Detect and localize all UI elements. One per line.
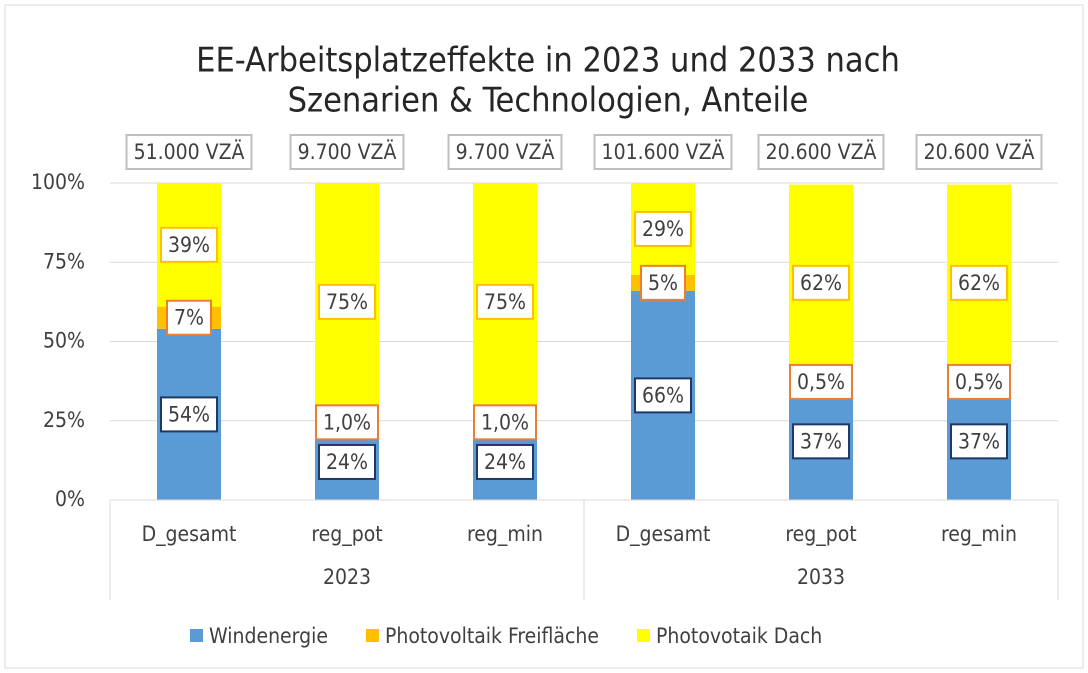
data-label: 24% (484, 450, 526, 474)
data-label-box (792, 264, 850, 301)
x-tick-label: D_gesamt (142, 522, 237, 547)
data-label-box (166, 299, 212, 336)
data-label-box (634, 210, 692, 247)
total-label-box (125, 134, 253, 170)
legend-swatch (636, 629, 650, 642)
data-label-box (476, 443, 534, 480)
total-label-box (593, 134, 733, 170)
data-label: 75% (484, 290, 526, 314)
y-tick-label: 0% (55, 487, 85, 511)
y-tick-label: 25% (43, 408, 85, 432)
data-label: 0,5% (797, 370, 845, 394)
total-label: 51.000 VZÄ (134, 139, 245, 164)
x-tick-label: reg_pot (311, 522, 382, 547)
group-label: 2033 (797, 565, 845, 589)
data-label: 54% (168, 402, 210, 426)
data-label: 62% (958, 271, 1000, 295)
data-label: 1,0% (323, 410, 371, 434)
data-label-box (950, 264, 1008, 301)
y-tick-label: 75% (43, 249, 85, 273)
chart-title: Szenarien & Technologien, Anteile (288, 81, 809, 121)
total-label: 101.600 VZÄ (602, 139, 725, 164)
total-label-box (289, 134, 405, 170)
data-label-box (640, 264, 686, 301)
total-label: 20.600 VZÄ (924, 139, 1035, 164)
data-label-box (789, 363, 853, 400)
data-label-box (318, 283, 376, 320)
legend-label: Windenergie (209, 624, 328, 648)
data-label: 29% (642, 217, 684, 241)
total-label: 9.700 VZÄ (456, 139, 555, 164)
data-label: 1,0% (481, 410, 529, 434)
data-label-box (318, 443, 376, 480)
data-label: 5% (648, 271, 678, 295)
legend-label: Photovotaik Dach (656, 624, 822, 648)
data-label-box (160, 226, 218, 263)
data-label: 62% (800, 271, 842, 295)
data-label: 37% (958, 429, 1000, 453)
data-label-box (476, 283, 534, 320)
data-label-box (792, 423, 850, 460)
data-label: 75% (326, 290, 368, 314)
x-tick-label: reg_pot (785, 522, 856, 547)
legend-label: Photovoltaik Freifläche (385, 624, 599, 648)
y-tick-label: 50% (43, 329, 85, 353)
data-label-box (950, 423, 1008, 460)
group-label: 2023 (323, 565, 371, 589)
total-label-box (915, 134, 1043, 170)
total-label-box (447, 134, 563, 170)
legend-swatch (365, 629, 379, 642)
data-label: 39% (168, 233, 210, 257)
total-label: 9.700 VZÄ (298, 139, 397, 164)
data-label-box (947, 363, 1011, 400)
x-tick-label: reg_min (941, 522, 1017, 547)
data-label-box (634, 377, 692, 414)
x-tick-label: reg_min (467, 522, 543, 547)
data-label-box (315, 404, 379, 441)
data-label-box (473, 404, 537, 441)
data-label: 37% (800, 429, 842, 453)
y-tick-label: 100% (31, 170, 85, 194)
data-label: 66% (642, 383, 684, 407)
total-label: 20.600 VZÄ (766, 139, 877, 164)
legend-swatch (190, 629, 203, 642)
data-label-box (160, 396, 218, 433)
total-label-box (757, 134, 885, 170)
chart-title: EE-Arbeitsplatzeffekte in 2023 und 2033 … (196, 41, 900, 81)
x-tick-label: D_gesamt (616, 522, 711, 547)
data-label: 7% (174, 306, 204, 330)
data-label: 0,5% (955, 370, 1003, 394)
data-label: 24% (326, 450, 368, 474)
